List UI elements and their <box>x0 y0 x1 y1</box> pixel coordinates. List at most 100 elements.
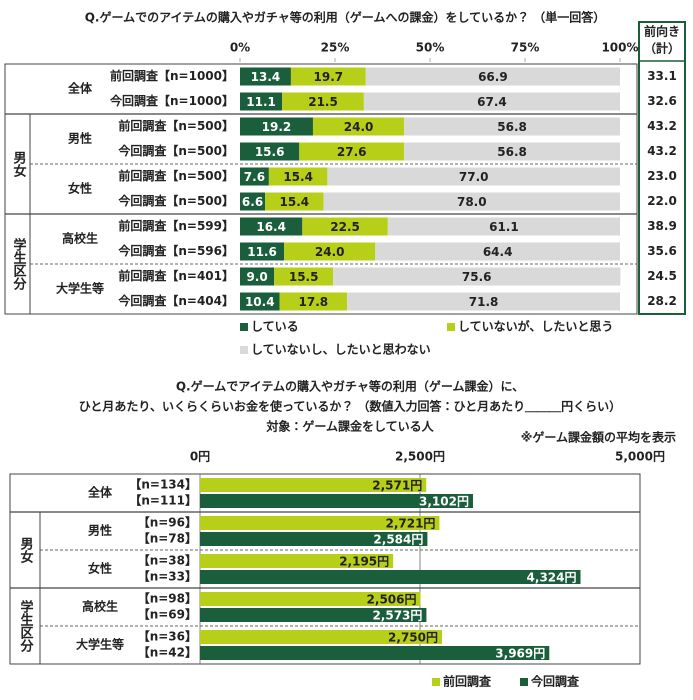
bar-segment <box>284 242 376 261</box>
x-tick-label: 100% <box>601 41 638 55</box>
bar-segment <box>265 192 324 211</box>
row-label: 今回調査【n=500】 <box>118 193 234 208</box>
chart-title: Q.ゲームでアイテムの購入やガチャ等の利用（ゲーム課金）に、 <box>176 379 524 394</box>
total-value: 24.5 <box>647 269 677 283</box>
x-tick-label: 0円 <box>190 450 210 464</box>
group-label: 女性 <box>88 561 112 576</box>
n-label: 【n=36】 <box>138 629 197 644</box>
group-label: 高校生 <box>62 231 98 246</box>
x-tick-label: 5,000円 <box>615 450 665 464</box>
bar <box>200 554 394 568</box>
n-label: 【n=33】 <box>138 569 197 584</box>
value-label: 2,573円 <box>372 609 422 623</box>
value-label: 6.6 <box>242 195 263 209</box>
value-label: 75.6 <box>462 270 492 284</box>
value-label: 2,506円 <box>367 593 417 607</box>
bar <box>200 494 473 508</box>
row-label: 今回調査【n=404】 <box>118 293 234 308</box>
row-label: 今回調査【n=1000】 <box>110 93 234 108</box>
chart-title: ひと月あたり、いくらくらいお金を使っているか？ （数値入力回答：ひと月あたり＿＿… <box>79 399 621 414</box>
bar-segment <box>268 167 328 186</box>
bar-segment <box>312 117 405 136</box>
total-value: 28.2 <box>647 294 677 308</box>
value-label: 24.0 <box>315 245 345 259</box>
row-label: 前回調査【n=599】 <box>118 218 234 233</box>
value-label: 10.4 <box>245 295 275 309</box>
bar-segment <box>387 217 620 236</box>
legend-swatch <box>432 678 440 686</box>
value-label: 3,102円 <box>419 495 469 509</box>
x-tick-label: 75% <box>511 41 540 55</box>
bar <box>200 592 421 606</box>
bar <box>200 630 442 644</box>
bar-segment <box>240 217 303 236</box>
bar-segment <box>240 192 266 211</box>
bar <box>200 608 427 622</box>
value-label: 16.4 <box>256 220 286 234</box>
n-label: 【n=69】 <box>138 607 197 622</box>
value-label: 2,195円 <box>339 555 389 569</box>
total-value: 22.0 <box>647 194 677 208</box>
bar-segment <box>240 242 285 261</box>
section-label: 学生区分 <box>11 237 28 291</box>
n-label: 【n=96】 <box>138 515 197 530</box>
row-label: 前回調査【n=500】 <box>118 168 234 183</box>
legend-swatch <box>240 323 248 331</box>
value-label: 56.8 <box>497 120 527 134</box>
total-value: 43.2 <box>647 119 677 133</box>
value-label: 19.2 <box>262 120 292 134</box>
bar-segment <box>290 67 366 86</box>
value-label: 15.4 <box>280 195 310 209</box>
chart-note: ※ゲーム課金額の平均を表示 <box>521 430 676 445</box>
value-label: 61.1 <box>489 220 519 234</box>
value-label: 17.8 <box>299 295 329 309</box>
group-label: 大学生等 <box>76 637 124 652</box>
value-label: 67.4 <box>477 95 507 109</box>
value-label: 2,750円 <box>388 631 438 645</box>
value-label: 11.1 <box>246 95 276 109</box>
row-label: 今回調査【n=500】 <box>118 143 234 158</box>
value-label: 7.6 <box>244 170 265 184</box>
bar-segment <box>240 167 269 186</box>
value-label: 78.0 <box>457 195 487 209</box>
bar-segment <box>365 67 620 86</box>
bar-segment <box>274 267 334 286</box>
section-label: 男女 <box>18 537 34 564</box>
bar-segment <box>279 292 348 311</box>
value-label: 3,969円 <box>495 647 545 661</box>
group-label: 男性 <box>68 131 92 146</box>
bar-segment <box>323 192 620 211</box>
value-label: 4,324円 <box>527 571 577 585</box>
row-label: 前回調査【n=401】 <box>118 268 234 283</box>
total-value: 38.9 <box>647 219 677 233</box>
legend-label: していないし、したいと思わない <box>251 343 431 357</box>
value-label: 21.5 <box>308 95 338 109</box>
legend-label: 今回調査 <box>531 674 580 689</box>
legend-label: していないが、したいと思う <box>458 319 613 334</box>
group-label: 全体 <box>88 485 113 500</box>
total-header: 前向き <box>644 24 680 39</box>
x-tick-label: 0% <box>230 41 250 55</box>
bar-segment <box>240 292 280 311</box>
n-label: 【n=111】 <box>129 493 197 508</box>
value-label: 15.4 <box>283 170 313 184</box>
bar-segment <box>375 242 620 261</box>
row-label: 前回調査【n=500】 <box>118 118 234 133</box>
bar <box>200 516 440 530</box>
total-value: 35.6 <box>647 244 677 258</box>
bar-segment <box>404 117 620 136</box>
value-label: 2,571円 <box>372 479 422 493</box>
value-label: 66.9 <box>478 70 508 84</box>
table-frame <box>4 63 638 315</box>
legend-swatch <box>520 678 528 686</box>
value-label: 24.0 <box>344 120 374 134</box>
x-tick-label: 2,500円 <box>395 450 445 464</box>
chart-title: Q.ゲームでのアイテムの購入やガチャ等の利用（ゲームへの課金）をしているか？ （… <box>85 10 606 25</box>
bar-segment <box>327 167 620 186</box>
n-label: 【n=42】 <box>138 645 197 660</box>
bar-segment <box>333 267 621 286</box>
total-value: 33.1 <box>647 69 677 83</box>
bar-segment <box>240 67 291 86</box>
total-column <box>638 21 686 315</box>
bar-segment <box>299 142 405 161</box>
